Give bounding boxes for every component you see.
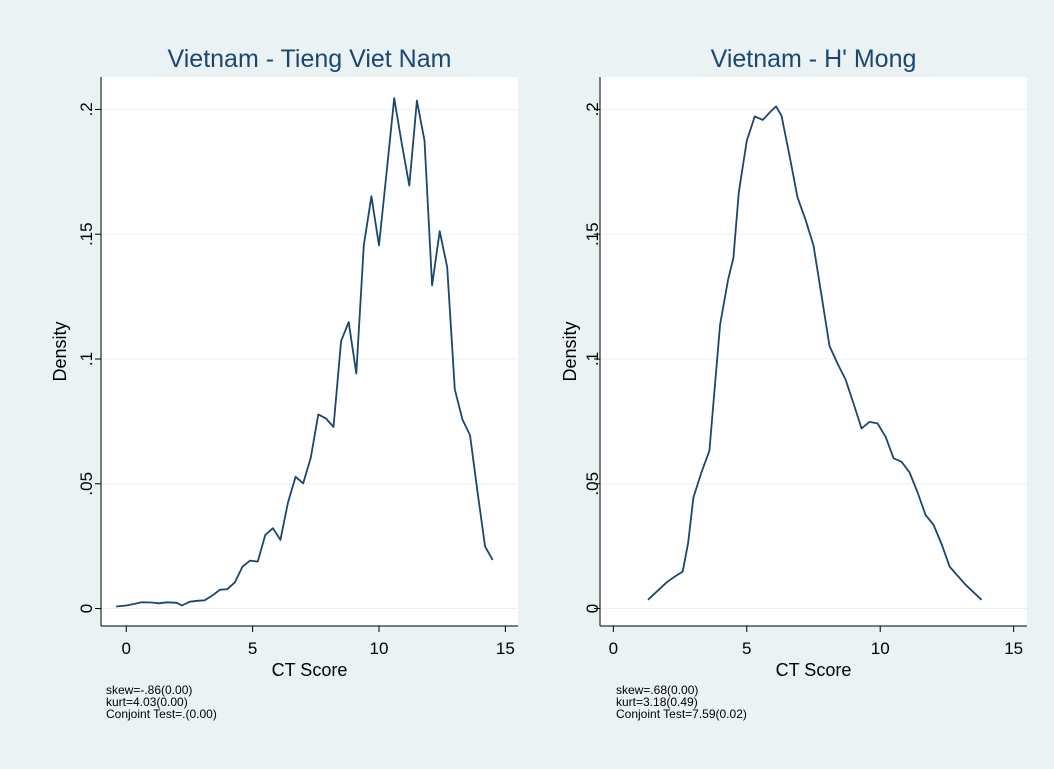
x-axis-label: CT Score [776,660,852,680]
x-tick-label: 5 [742,639,751,658]
density-line [647,105,983,601]
y-tick-label: .1 [77,352,96,366]
x-tick-label: 5 [248,639,257,658]
y-tick-label: .1 [583,352,602,366]
stat-note: Conjoint Test=.(0.00) [106,707,217,721]
stat-note: kurt=4.03(0.00) [106,695,188,709]
y-tick-label: .15 [77,222,96,246]
x-tick-label: 0 [122,639,131,658]
chart-title: Vietnam - Tieng Viet Nam [168,45,452,73]
x-axis-label: CT Score [272,660,348,680]
plot-area [101,77,518,626]
plot-area [600,77,1027,626]
chart-panel-1: 0 .05 .1 .15 .2 0 5 10 15 Vietnam - Tieng Viet Na… [50,45,518,721]
y-tick-label: .2 [583,102,602,116]
chart-panel-2: 0 .05 .1 .15 .2 0 5 10 15 Vietnam - H' Mong CT Sco… [560,45,1027,721]
x-tick-label: 15 [496,639,515,658]
y-tick-label: .05 [77,472,96,496]
y-axis-label: Density [560,321,580,381]
stat-note: kurt=3.18(0.49) [616,695,698,709]
density-line [116,97,494,608]
y-tick-label: 0 [583,604,602,613]
y-tick-label: .2 [77,102,96,116]
stat-note: skew=.68(0.00) [616,683,698,697]
x-tick-label: 10 [871,639,890,658]
stat-note: Conjoint Test=7.59(0.02) [616,707,747,721]
y-tick-label: .05 [583,472,602,496]
x-tick-label: 15 [1004,639,1023,658]
x-tick-label: 0 [609,639,618,658]
x-tick-label: 10 [370,639,389,658]
y-tick-label: 0 [77,604,96,613]
stat-note: skew=-.86(0.00) [106,683,192,697]
chart-title: Vietnam - H' Mong [711,45,917,73]
y-tick-label: .15 [583,222,602,246]
y-axis-label: Density [50,321,70,381]
